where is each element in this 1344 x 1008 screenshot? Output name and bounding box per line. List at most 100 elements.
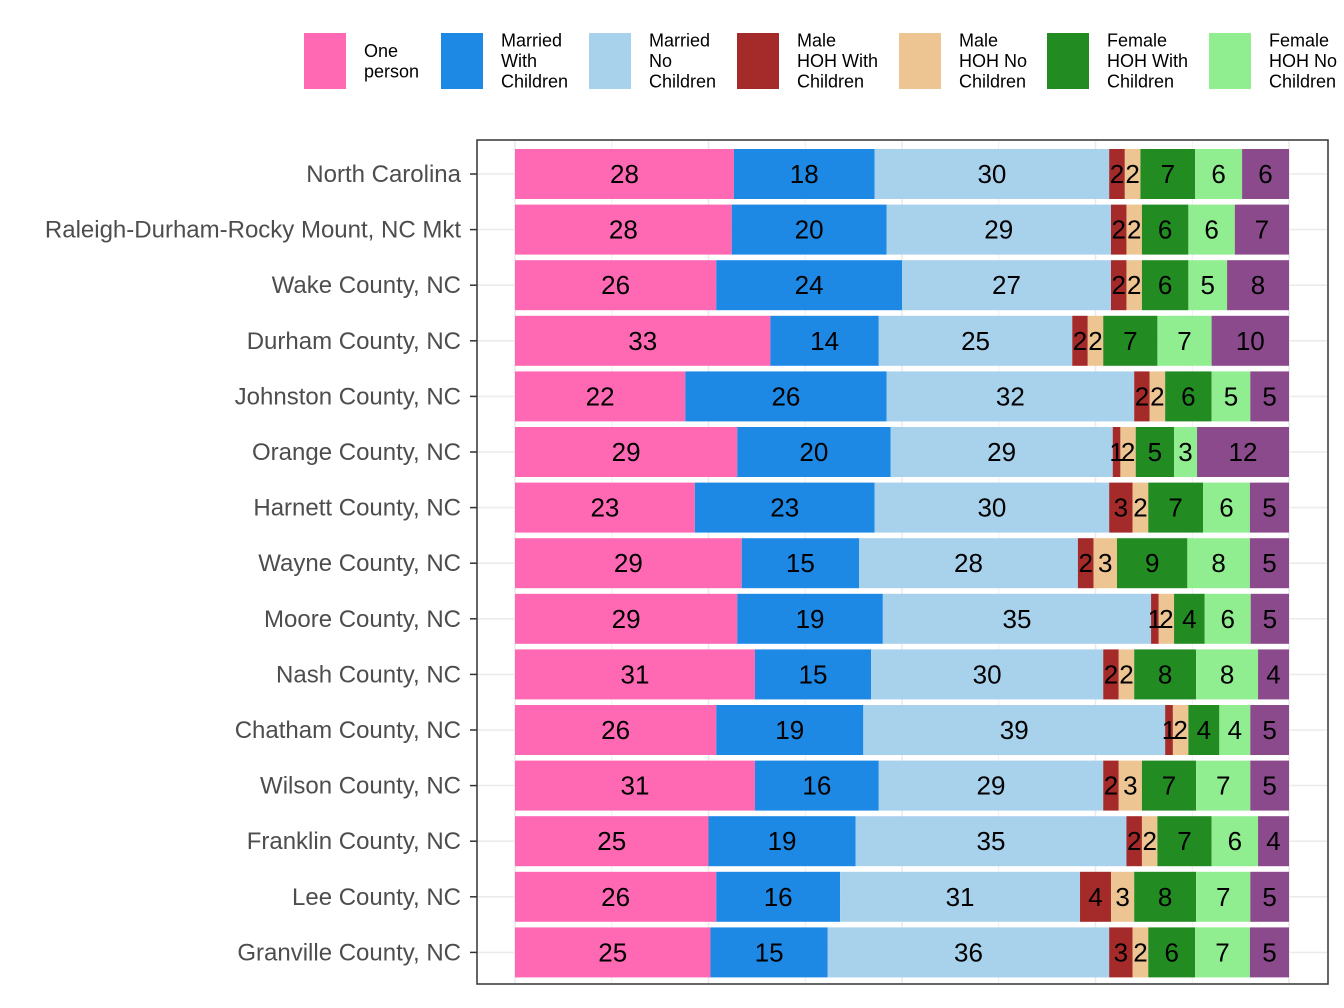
bar-segment xyxy=(1135,427,1175,477)
bar-value-label: 31 xyxy=(621,771,650,801)
bar-value-label: 29 xyxy=(987,437,1016,467)
bar-segment xyxy=(1080,871,1111,922)
bar-segment xyxy=(1234,204,1289,255)
bar-value-label: 5 xyxy=(1200,270,1214,300)
bar-segment xyxy=(1118,760,1142,811)
bar-segment xyxy=(1110,260,1127,311)
bar-segment xyxy=(1120,427,1136,477)
bar-segment xyxy=(515,315,771,366)
bar-segment xyxy=(859,538,1078,589)
bar-segment xyxy=(1141,816,1158,867)
y-tick-label: Granville County, NC xyxy=(237,939,461,966)
bar-value-label: 15 xyxy=(786,548,815,578)
legend-label: Married xyxy=(501,31,562,51)
bar-segment xyxy=(1211,315,1289,366)
bar-value-label: 6 xyxy=(1220,604,1234,634)
legend-label: Children xyxy=(797,72,864,92)
bar-value-label: 26 xyxy=(771,381,800,411)
bar-value-label: 4 xyxy=(1182,604,1196,634)
bar-labels: 28 18 30 2 2 7 6 628 20 29 2 2 6 6 726 24 27 2 2 6 5 833 14 25 2… xyxy=(586,159,1281,967)
bar-segment xyxy=(754,760,879,811)
bar-value-label: 20 xyxy=(799,437,828,467)
legend-label: Female xyxy=(1269,31,1329,51)
bar-value-label: 36 xyxy=(954,937,983,967)
bar-value-label: 26 xyxy=(601,715,630,745)
bar-segment xyxy=(1132,482,1149,533)
bar-segment xyxy=(1196,871,1251,922)
bar-value-label: 30 xyxy=(973,659,1002,689)
legend-key-married-with-children xyxy=(441,33,483,89)
bar-value-label: 8 xyxy=(1158,659,1172,689)
bar-value-label: 2 xyxy=(1111,215,1125,245)
bar-segment xyxy=(1258,816,1289,867)
bar-value-label: 7 xyxy=(1216,882,1230,912)
bar-segment xyxy=(1250,593,1289,644)
bar-value-label: 28 xyxy=(610,159,639,189)
bar-segment xyxy=(1140,149,1196,199)
legend-label: person xyxy=(364,61,419,81)
bar-value-label: 25 xyxy=(961,326,990,356)
bar-segment xyxy=(1258,649,1289,700)
bar-value-label: 9 xyxy=(1145,548,1159,578)
bar-segment xyxy=(741,538,859,589)
bar-value-label: 23 xyxy=(590,493,619,523)
bar-segment xyxy=(1242,149,1289,199)
bar-segment xyxy=(515,593,738,644)
bar-value-label: 2 xyxy=(1121,437,1135,467)
bar-segment xyxy=(1249,538,1289,589)
bar-segment xyxy=(1203,482,1250,533)
bar-value-label: 26 xyxy=(601,882,630,912)
bar-value-label: 29 xyxy=(612,604,641,634)
bar-value-label: 29 xyxy=(612,437,641,467)
panel-border xyxy=(476,139,1329,985)
bar-value-label: 7 xyxy=(1255,215,1269,245)
bar-segment xyxy=(1077,538,1094,589)
bar-value-label: 7 xyxy=(1215,937,1229,967)
bar-value-label: 6 xyxy=(1204,215,1218,245)
bar-segment xyxy=(1188,204,1235,255)
bar-segment xyxy=(840,871,1081,922)
bar-segment xyxy=(708,816,856,867)
bar-value-label: 4 xyxy=(1197,715,1211,745)
bar-segment xyxy=(1211,816,1259,867)
y-tick-label: Lee County, NC xyxy=(292,884,461,911)
bar-value-label: 2 xyxy=(1133,493,1147,523)
legend-label: HOH With xyxy=(1107,51,1188,71)
bar-segment xyxy=(1110,871,1135,922)
y-tick-label: Franklin County, NC xyxy=(247,828,461,855)
bar-value-label: 3 xyxy=(1114,493,1128,523)
bar-segment xyxy=(1157,315,1212,366)
bars xyxy=(515,149,1289,978)
bar-value-label: 2 xyxy=(1104,659,1118,689)
bar-segment xyxy=(737,593,883,644)
bar-value-label: 3 xyxy=(1178,437,1192,467)
bar-segment xyxy=(1149,371,1166,422)
bar-segment xyxy=(694,482,875,533)
bar-segment xyxy=(1134,871,1197,922)
bar-segment xyxy=(710,927,828,978)
bar-value-label: 32 xyxy=(996,381,1025,411)
bar-segment xyxy=(1219,705,1251,755)
bar-segment xyxy=(515,204,732,255)
y-tick-label: Durham County, NC xyxy=(247,328,461,355)
legend-label: Male xyxy=(959,31,998,51)
bar-segment xyxy=(1141,260,1189,311)
legend-key-female-hoh-with-children xyxy=(1047,33,1089,89)
bar-value-label: 3 xyxy=(1114,937,1128,967)
y-tick-label: Wayne County, NC xyxy=(258,550,461,577)
legend-label: Children xyxy=(649,72,716,92)
bar-value-label: 6 xyxy=(1158,270,1172,300)
bar-segment xyxy=(1126,816,1142,867)
bar-value-label: 6 xyxy=(1258,159,1272,189)
legend-label: HOH No xyxy=(1269,51,1337,71)
bar-value-label: 6 xyxy=(1158,215,1172,245)
bar-value-label: 7 xyxy=(1162,771,1176,801)
bar-value-label: 19 xyxy=(768,826,797,856)
bar-segment xyxy=(737,427,891,477)
bar-segment xyxy=(716,871,841,922)
bar-value-label: 12 xyxy=(1229,437,1258,467)
bar-segment xyxy=(1126,260,1142,311)
bar-value-label: 35 xyxy=(1002,604,1031,634)
bar-segment xyxy=(1103,760,1119,811)
bar-segment xyxy=(1195,927,1250,978)
